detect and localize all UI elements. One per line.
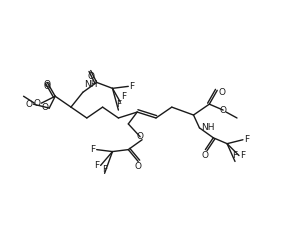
Text: F: F	[233, 151, 237, 161]
Text: F: F	[129, 82, 134, 91]
Text: NH: NH	[201, 123, 215, 132]
Text: O: O	[220, 106, 227, 115]
Text: O: O	[44, 80, 51, 89]
Text: O: O	[87, 72, 94, 80]
Text: F: F	[240, 151, 245, 160]
Text: O: O	[44, 82, 51, 91]
Text: O: O	[41, 103, 48, 112]
Text: O: O	[135, 162, 142, 172]
Text: O: O	[218, 88, 225, 97]
Text: O: O	[25, 100, 32, 109]
Text: F: F	[244, 135, 249, 144]
Text: O: O	[202, 151, 209, 160]
Text: NH: NH	[84, 80, 97, 89]
Text: F: F	[95, 161, 100, 170]
Text: F: F	[91, 145, 96, 154]
Text: O: O	[34, 99, 41, 108]
Text: F: F	[121, 92, 126, 101]
Text: O: O	[137, 132, 144, 141]
Text: F: F	[102, 165, 107, 174]
Text: F: F	[116, 100, 121, 109]
